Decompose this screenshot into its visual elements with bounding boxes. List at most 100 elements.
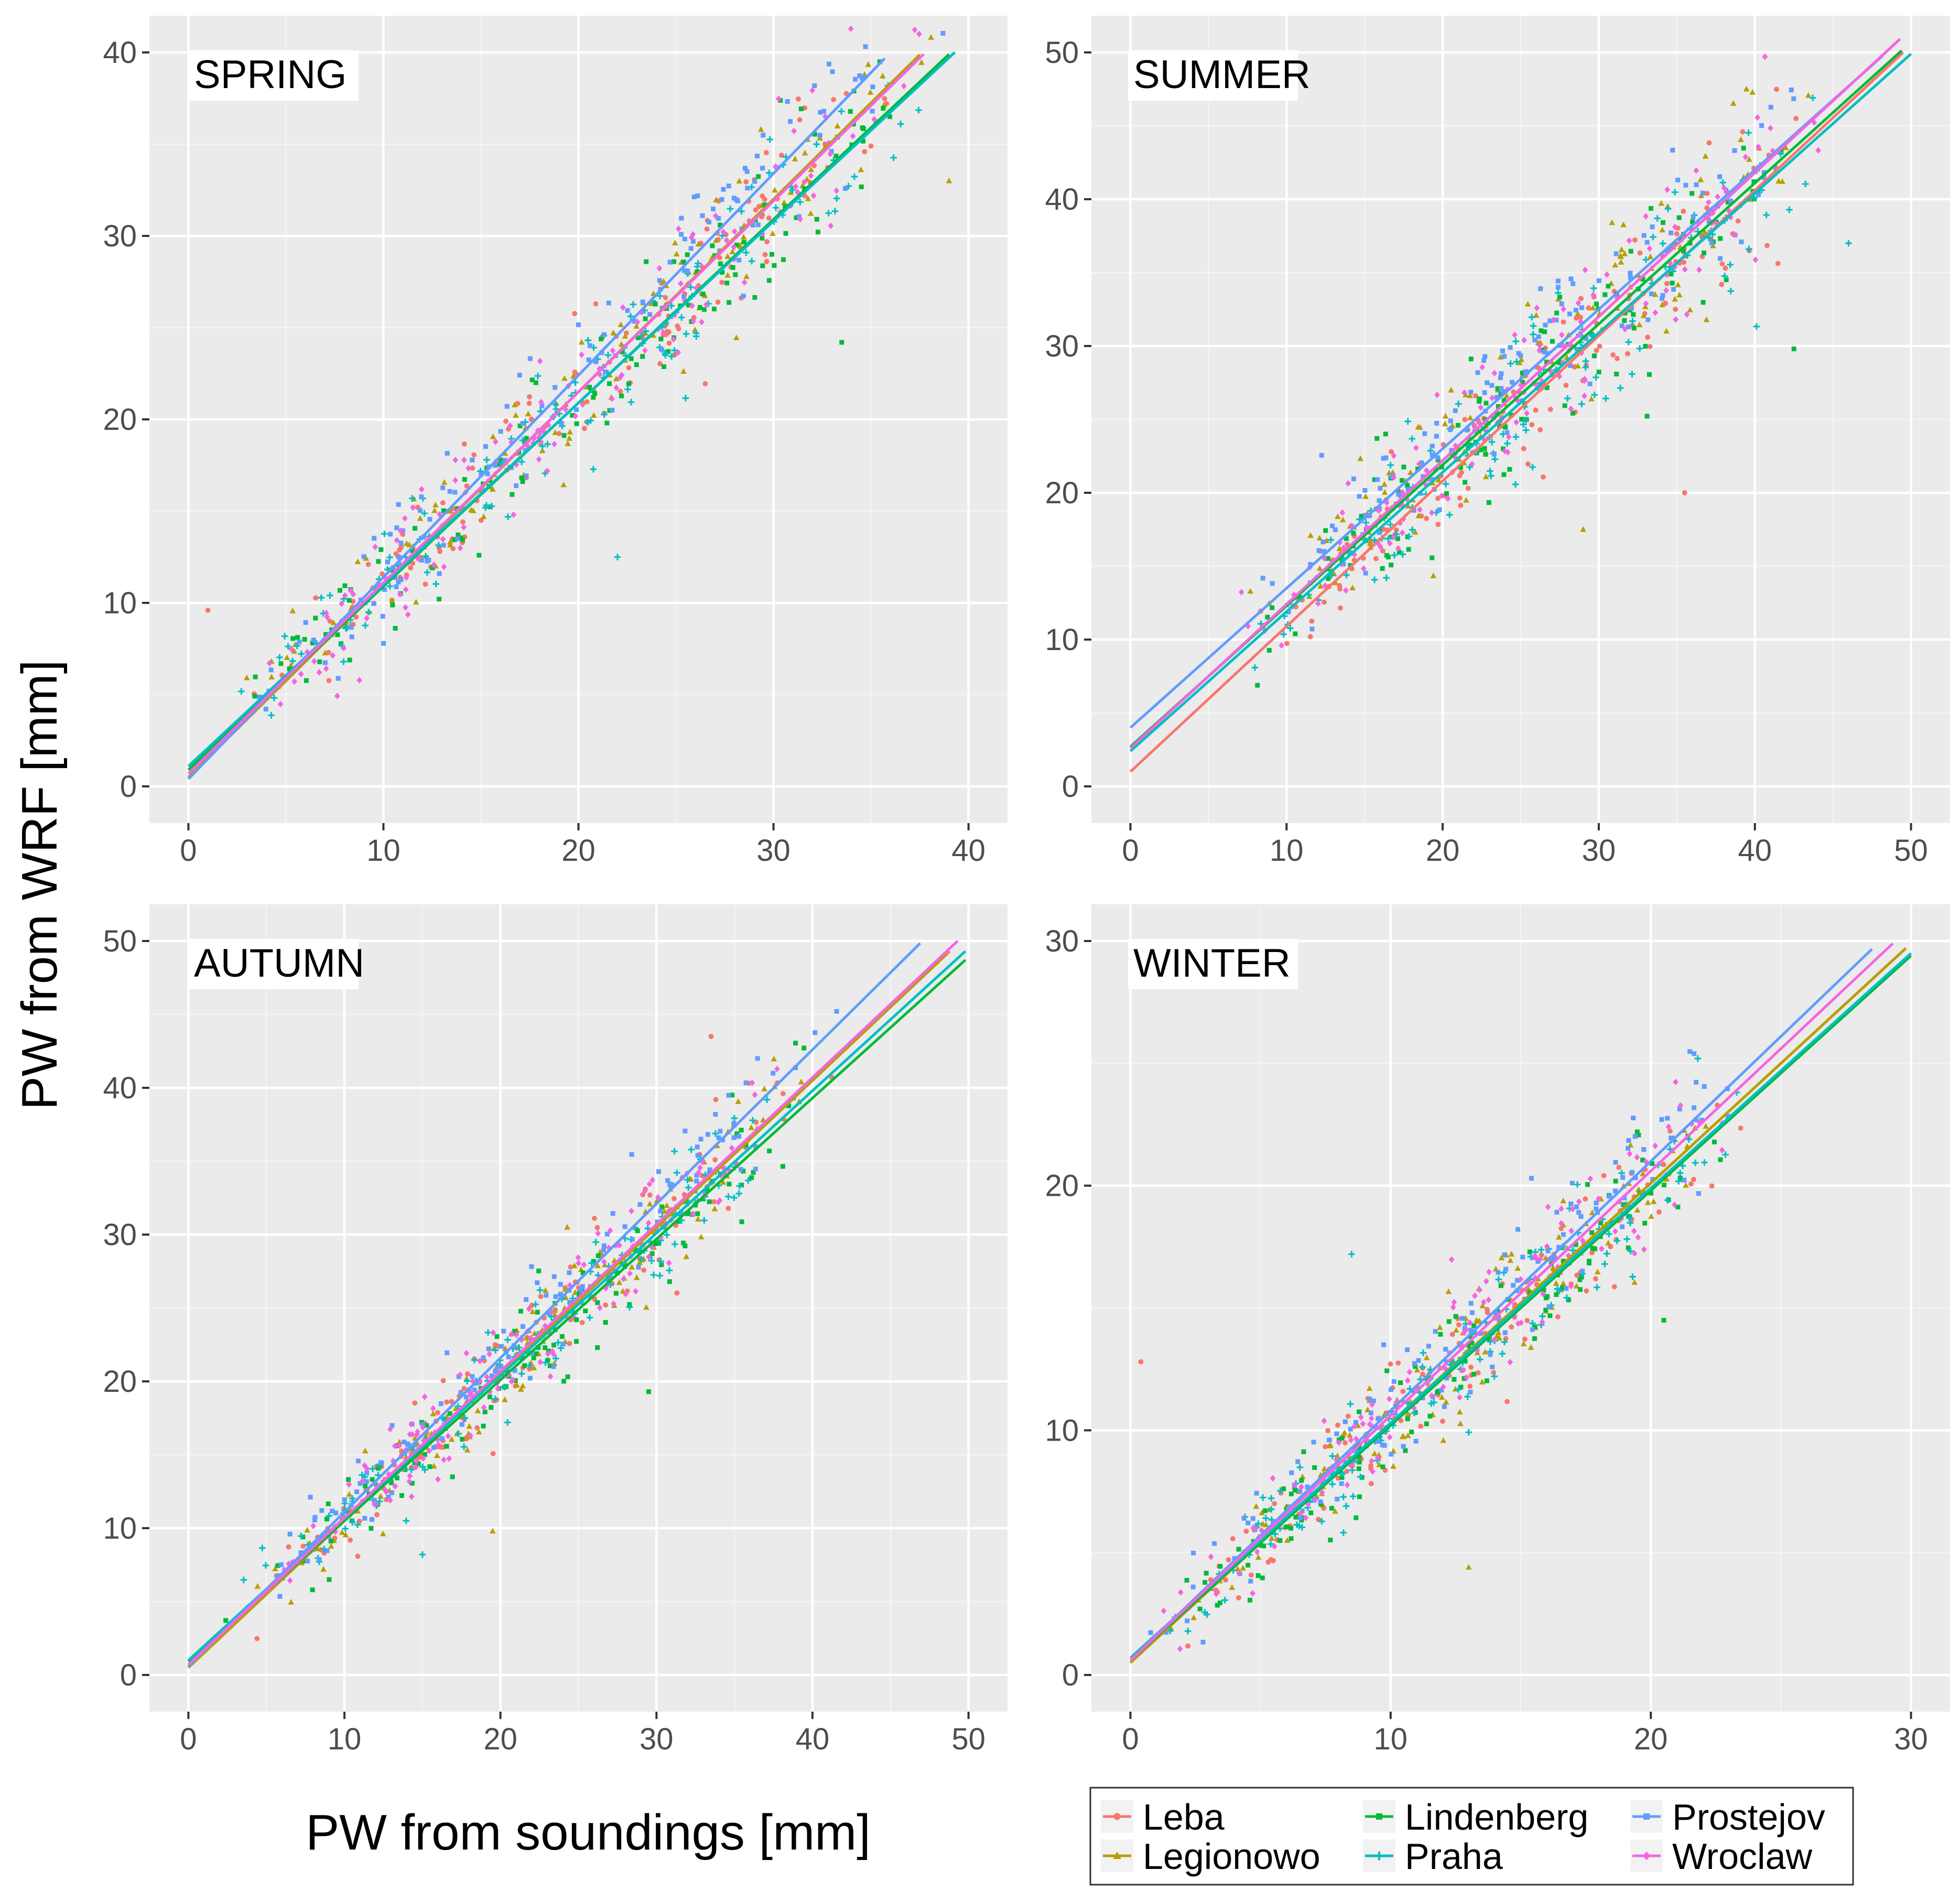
data-point-wroclaw: [1643, 1158, 1649, 1165]
data-point-lindenberg: [1598, 1220, 1604, 1226]
data-point-wroclaw: [413, 1464, 419, 1471]
data-point-lindenberg: [1647, 372, 1652, 377]
data-point-wroclaw: [1445, 495, 1451, 502]
data-point-leba: [1740, 129, 1746, 135]
data-point-lindenberg: [1539, 328, 1544, 333]
data-point-wroclaw: [1596, 1195, 1601, 1203]
data-point-praha: [584, 337, 592, 344]
data-point-prostejov: [335, 676, 341, 681]
data-point-lindenberg: [780, 1164, 785, 1169]
data-point-prostejov: [1702, 1084, 1707, 1089]
data-point-wroclaw: [774, 1065, 780, 1073]
data-point-legionowo: [798, 1078, 805, 1085]
data-point-leba: [1389, 449, 1394, 455]
data-point-legionowo: [430, 1410, 437, 1417]
data-point-prostejov: [750, 222, 755, 228]
data-point-lindenberg: [536, 1345, 541, 1350]
data-point-legionowo: [1503, 392, 1510, 398]
data-point-prostejov: [695, 1144, 700, 1150]
data-point-wroclaw: [603, 1284, 609, 1292]
data-point-prostejov: [1530, 1255, 1535, 1260]
data-point-lindenberg: [1577, 1277, 1583, 1282]
data-point-prostejov: [1574, 1204, 1579, 1209]
data-point-wroclaw: [572, 413, 579, 420]
data-point-lindenberg: [1469, 1340, 1475, 1346]
data-point-wroclaw: [1448, 1256, 1455, 1263]
data-point-prostejov: [1426, 1344, 1431, 1349]
data-point-prostejov: [1351, 477, 1356, 482]
data-point-leba: [831, 97, 837, 102]
data-point-prostejov: [842, 186, 848, 191]
data-point-legionowo: [629, 1263, 635, 1270]
data-point-lindenberg: [591, 395, 596, 400]
data-point-lindenberg: [739, 1219, 744, 1225]
data-point-prostejov: [1485, 380, 1490, 385]
data-point-prostejov: [1706, 219, 1712, 224]
data-point-lindenberg: [1585, 1182, 1590, 1187]
data-point-prostejov: [381, 641, 386, 646]
data-point-wroclaw: [675, 349, 681, 356]
data-point-leba: [647, 1192, 653, 1198]
x-tick-label: 20: [1426, 834, 1460, 868]
data-point-lindenberg: [587, 385, 592, 390]
data-point-prostejov: [1376, 1416, 1381, 1421]
data-point-wroclaw: [421, 1393, 428, 1400]
data-point-lindenberg: [275, 1563, 280, 1568]
data-point-lindenberg: [649, 1251, 655, 1256]
data-point-wroclaw: [1315, 600, 1321, 607]
data-point-wroclaw: [1682, 266, 1688, 273]
data-point-lindenberg: [342, 583, 348, 588]
data-point-wroclaw: [418, 486, 425, 493]
data-point-lindenberg: [1561, 1259, 1566, 1264]
data-point-leba: [1738, 1125, 1744, 1131]
data-point-praha: [668, 353, 675, 360]
data-point-lindenberg: [730, 265, 735, 270]
y-tick-label: 30: [103, 1218, 137, 1252]
data-point-prostejov: [606, 300, 611, 306]
data-point-legionowo: [268, 674, 275, 680]
data-point-leba: [1664, 280, 1670, 286]
data-point-praha: [1591, 391, 1598, 398]
data-point-wroclaw: [611, 1300, 616, 1307]
data-point-praha: [1419, 1363, 1426, 1370]
data-point-lindenberg: [1246, 1563, 1251, 1568]
data-point-praha: [553, 1355, 559, 1362]
data-point-lindenberg: [1265, 614, 1270, 620]
data-point-wroclaw: [1693, 167, 1699, 174]
data-point-lindenberg: [635, 1228, 640, 1234]
data-point-wroclaw: [703, 301, 709, 308]
data-point-praha: [421, 1466, 428, 1473]
data-point-lindenberg: [656, 1241, 662, 1246]
data-point-legionowo: [380, 1530, 386, 1537]
data-point-lindenberg: [1725, 200, 1730, 205]
data-point-prostejov: [1453, 408, 1458, 413]
data-point-legionowo: [757, 126, 764, 132]
data-point-lindenberg: [1218, 1564, 1223, 1569]
data-point-lindenberg: [814, 217, 819, 222]
data-point-wroclaw: [441, 563, 447, 570]
data-point-legionowo: [474, 1407, 481, 1413]
data-point-prostejov: [427, 517, 432, 522]
data-point-wroclaw: [601, 1258, 607, 1266]
data-point-leba: [1583, 1196, 1588, 1202]
data-point-leba: [1521, 446, 1526, 451]
data-point-wroclaw: [1369, 1401, 1375, 1408]
data-point-leba: [1563, 383, 1569, 388]
data-point-wroclaw: [1387, 1434, 1393, 1441]
data-point-lindenberg: [743, 1142, 749, 1148]
data-point-prostejov: [553, 1294, 558, 1299]
data-point-leba: [470, 465, 475, 471]
data-point-praha: [825, 210, 832, 217]
data-point-prostejov: [1626, 1145, 1631, 1151]
data-point-leba: [568, 1264, 573, 1270]
data-point-lindenberg: [718, 222, 723, 228]
data-point-prostejov: [1362, 488, 1368, 493]
data-point-wroclaw: [1561, 306, 1566, 312]
data-point-legionowo: [660, 278, 667, 284]
data-point-praha: [1383, 574, 1390, 581]
data-point-prostejov: [1694, 182, 1699, 187]
legend-label-wroclaw: Wroclaw: [1672, 1836, 1813, 1877]
data-point-prostejov: [738, 1167, 743, 1172]
data-point-wroclaw: [1351, 1423, 1358, 1430]
data-point-praha: [1329, 1453, 1336, 1459]
